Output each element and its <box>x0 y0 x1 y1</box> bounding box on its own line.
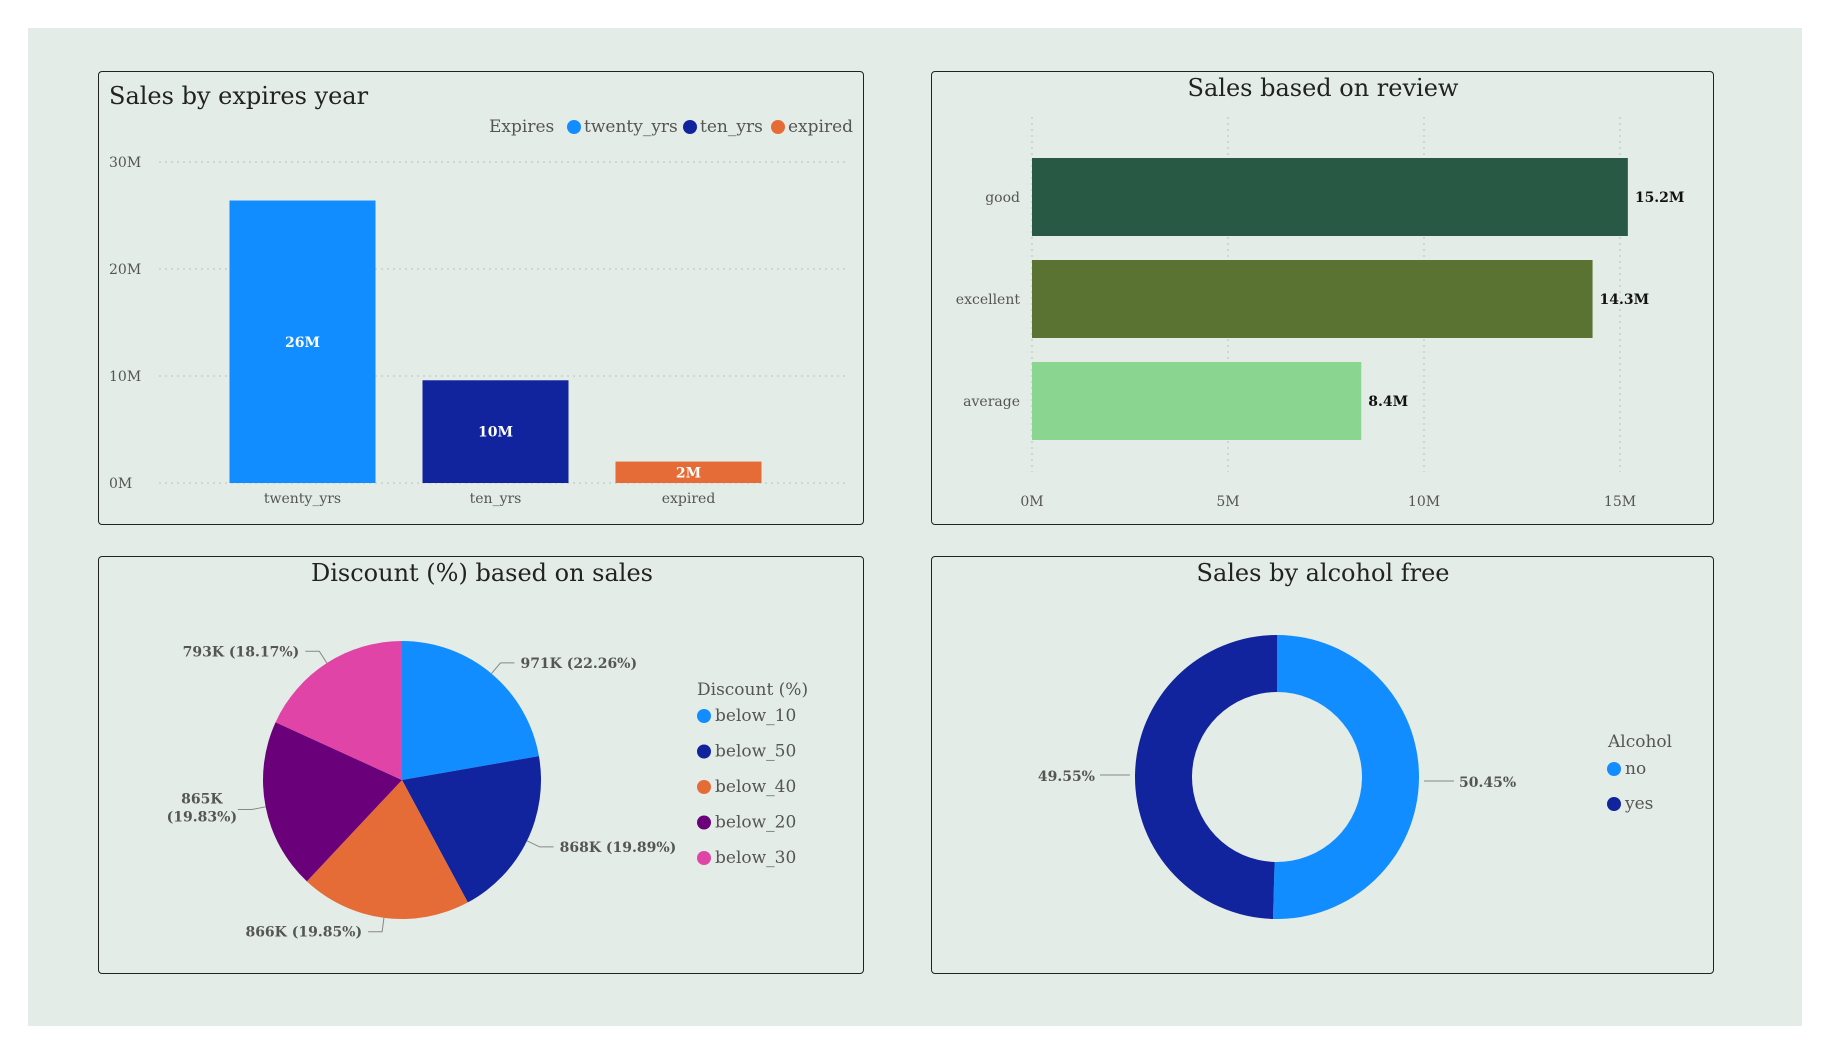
y-tick-label-average: average <box>963 394 1020 410</box>
leader-line-below-20 <box>237 806 266 811</box>
legend-label-yes: yes <box>1624 794 1653 814</box>
x-tick-label-ten-yrs: ten_yrs <box>470 491 522 507</box>
y-tick-label-excellent: excellent <box>956 292 1021 308</box>
leader-line-below-50 <box>526 840 554 848</box>
legend-label-no: no <box>1625 759 1646 779</box>
data-label-good: 15.2M <box>1635 190 1685 206</box>
leader-line-below-10 <box>491 662 515 674</box>
data-label-below-20-line2: (19.83%) <box>167 810 237 826</box>
donut-slice-no <box>1272 635 1420 919</box>
legend-label-ten-yrs: ten_yrs <box>700 117 763 137</box>
x-tick-label: 0M <box>1020 494 1043 510</box>
leader-line-below-30 <box>305 650 328 664</box>
bar-ten-yrs <box>422 380 569 483</box>
legend-label-below-20: below_20 <box>715 813 796 833</box>
chart-title: Sales based on review <box>1188 74 1459 102</box>
panel-sales-based-on-review[interactable]: Sales based on review 0M 5M 10M 15M good 15.2M… <box>931 71 1714 525</box>
chart-discount-based-on-sales: Discount (%) based on sales 971K (22.26%)… <box>167 559 808 941</box>
legend-marker-expired <box>771 120 785 134</box>
legend-title: Alcohol <box>1607 732 1672 752</box>
data-label-yes: 49.55% <box>1038 769 1095 785</box>
legend-marker-ten-yrs <box>683 120 697 134</box>
panel-discount-based-on-sales[interactable]: Discount (%) based on sales 971K (22.26%)… <box>98 556 864 974</box>
leader-line-below-40 <box>368 917 385 933</box>
legend-marker-below-30 <box>697 851 711 865</box>
data-label-no: 50.45% <box>1459 775 1516 791</box>
legend-marker-below-10 <box>697 709 711 723</box>
x-tick-label: 15M <box>1604 494 1636 510</box>
donut-slice-yes <box>1135 635 1277 919</box>
x-tick-label-expired: expired <box>662 491 716 507</box>
pie-slice-below-50 <box>402 756 541 903</box>
bar-twenty-yrs <box>229 200 376 483</box>
bar-good <box>1032 158 1628 236</box>
data-label-below-10: 971K (22.26%) <box>520 656 637 672</box>
data-label-below-30: 793K (18.17%) <box>183 644 300 660</box>
legend-label-below-10: below_10 <box>715 706 796 726</box>
legend-marker-twenty-yrs <box>567 120 581 134</box>
chart-title: Sales by expires year <box>109 82 369 110</box>
bar-average <box>1032 362 1362 440</box>
y-tick-label: 30M <box>109 155 141 171</box>
legend-title: Expires <box>489 117 554 137</box>
x-tick-label: 10M <box>1408 494 1440 510</box>
legend-marker-below-50 <box>697 744 711 759</box>
legend-marker-below-20 <box>697 815 711 830</box>
chart-sales-by-alcohol-free: Sales by alcohol free 50.45% 49.55% Alcohol… <box>1038 559 1672 919</box>
chart-sales-based-on-review: Sales based on review 0M 5M 10M 15M good 15.2M… <box>956 74 1685 510</box>
y-tick-label: 20M <box>109 262 141 278</box>
pie-slice-below-10 <box>402 641 539 780</box>
x-tick-label: 5M <box>1216 494 1239 510</box>
pie-slice-below-40 <box>306 780 468 919</box>
legend-marker-no <box>1607 762 1621 776</box>
legend-label-expired: expired <box>788 117 853 137</box>
y-tick-label-good: good <box>985 190 1020 206</box>
data-label-average: 8.4M <box>1368 394 1408 410</box>
chart-title: Sales by alcohol free <box>1197 559 1450 587</box>
panel-sales-by-alcohol-free[interactable]: Sales by alcohol free 50.45% 49.55% Alcohol… <box>931 556 1714 974</box>
data-label-ten-yrs: 10M <box>478 425 513 441</box>
dashboard: Sales by expires year Expires twenty_yrs te… <box>28 28 1802 1026</box>
legend-label-below-50: below_50 <box>715 742 796 762</box>
data-label-excellent: 14.3M <box>1600 292 1650 308</box>
pie-slice-below-30 <box>275 641 402 780</box>
legend-title: Discount (%) <box>697 680 808 700</box>
data-label-below-50: 868K (19.89%) <box>560 840 677 856</box>
pie-slice-below-20 <box>263 722 402 882</box>
y-tick-label: 10M <box>109 369 141 385</box>
bar-expired <box>615 461 762 483</box>
data-label-twenty-yrs: 26M <box>285 335 320 351</box>
y-tick-label: 0M <box>109 476 132 492</box>
legend-marker-below-40 <box>697 780 711 794</box>
bar-excellent <box>1032 260 1593 338</box>
legend-label-below-40: below_40 <box>715 777 796 797</box>
legend-marker-yes <box>1607 797 1621 811</box>
legend-label-twenty-yrs: twenty_yrs <box>584 117 678 137</box>
data-label-below-20-line1: 865K <box>181 792 223 808</box>
chart-title: Discount (%) based on sales <box>311 559 653 587</box>
legend-label-below-30: below_30 <box>715 848 796 868</box>
data-label-below-40: 866K (19.85%) <box>245 925 362 941</box>
data-label-expired: 2M <box>676 465 701 481</box>
x-tick-label-twenty-yrs: twenty_yrs <box>264 491 341 507</box>
panel-sales-by-expires-year[interactable]: Sales by expires year Expires twenty_yrs te… <box>98 71 864 525</box>
